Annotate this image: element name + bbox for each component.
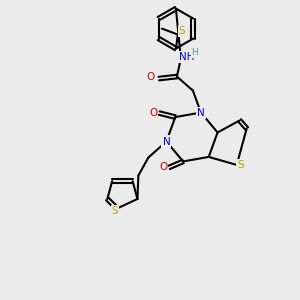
Text: H: H (191, 48, 198, 57)
Text: N: N (197, 108, 205, 118)
Text: O: O (147, 72, 155, 82)
Text: S: S (237, 160, 244, 170)
Text: S: S (112, 206, 118, 215)
Text: O: O (149, 108, 158, 118)
Text: NH: NH (179, 52, 195, 61)
Text: N: N (163, 136, 170, 146)
Text: S: S (178, 26, 185, 36)
Text: O: O (159, 162, 167, 172)
